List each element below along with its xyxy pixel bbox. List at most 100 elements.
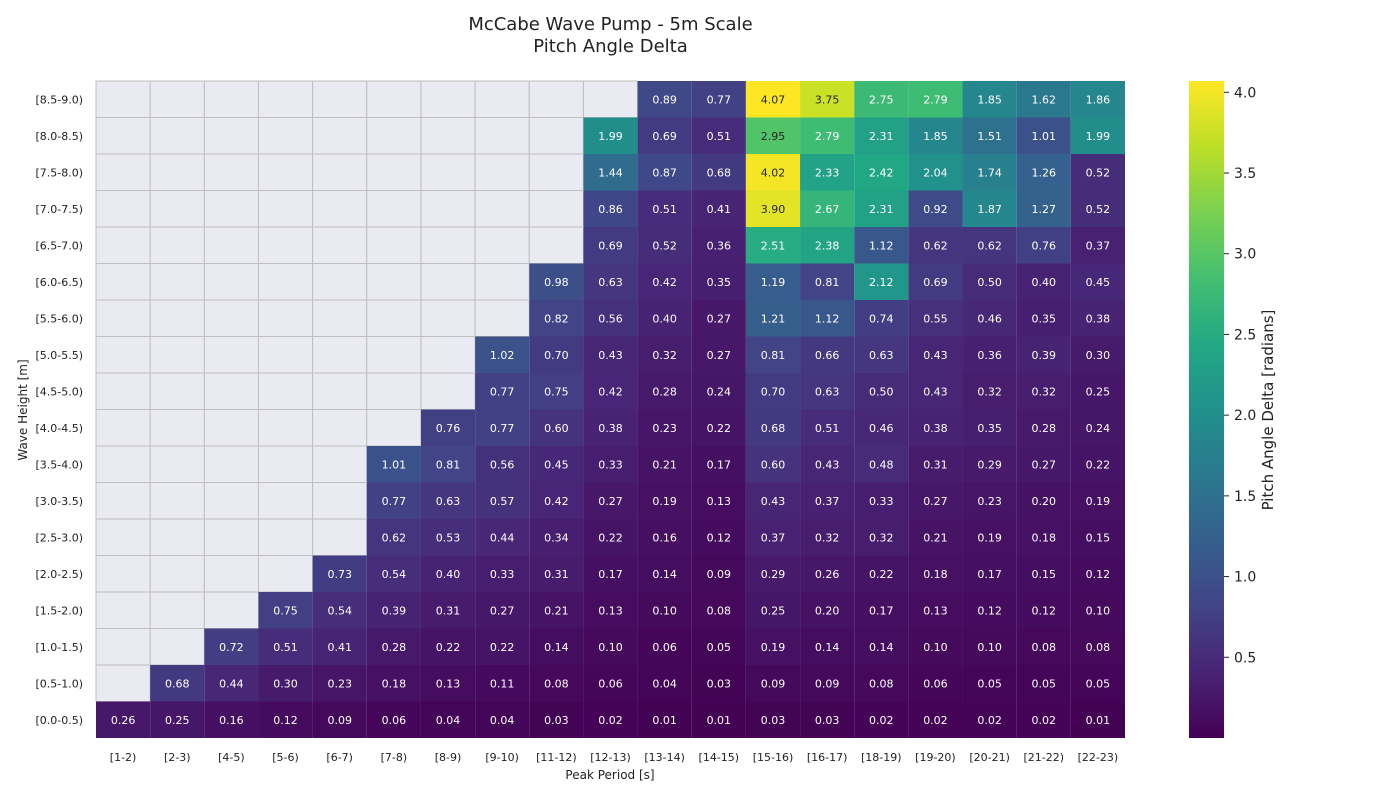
heatmap-cell <box>962 482 1017 519</box>
cell-value-label: 0.26 <box>111 714 136 727</box>
heatmap-cell <box>1016 665 1071 702</box>
cell-value-label: 0.14 <box>652 568 677 581</box>
cell-value-label: 0.05 <box>1086 677 1111 690</box>
heatmap-cell-empty <box>582 80 639 118</box>
cell-value-label: 0.63 <box>815 385 840 398</box>
cell-value-label: 2.79 <box>923 93 948 106</box>
heatmap-cell-empty <box>95 336 151 374</box>
heatmap-cell <box>1016 190 1071 227</box>
heatmap-cell <box>637 628 692 665</box>
heatmap-cell-empty <box>95 628 151 666</box>
heatmap-cell <box>854 373 909 410</box>
cell-value-label: 0.68 <box>165 677 190 690</box>
heatmap-cell-empty <box>95 117 151 155</box>
heatmap-cell-empty <box>312 336 368 374</box>
cell-value-label: 0.12 <box>977 604 1002 617</box>
heatmap-cell-empty <box>312 263 368 301</box>
cell-value-label: 0.23 <box>327 677 352 690</box>
cell-value-label: 0.45 <box>544 458 569 471</box>
heatmap-cell <box>691 409 746 446</box>
cell-value-label: 0.57 <box>490 495 515 508</box>
heatmap-cell <box>1070 482 1125 519</box>
heatmap-cell <box>529 665 584 702</box>
heatmap-cell <box>475 482 530 519</box>
heatmap-cell-empty <box>149 591 205 629</box>
cell-value-label: 0.43 <box>761 495 786 508</box>
cell-value-label: 2.42 <box>869 166 894 179</box>
cell-value-label: 0.40 <box>652 312 677 325</box>
heatmap-cell <box>800 592 855 629</box>
cell-value-label: 1.21 <box>761 312 786 325</box>
cell-value-label: 0.43 <box>598 349 623 362</box>
cell-value-label: 0.35 <box>1032 312 1057 325</box>
cell-value-label: 0.21 <box>923 531 948 544</box>
heatmap-cell-empty <box>149 263 205 301</box>
heatmap-cell <box>529 446 584 483</box>
cell-value-label: 0.46 <box>977 312 1002 325</box>
heatmap-cell <box>745 701 801 738</box>
cell-value-label: 0.81 <box>436 458 461 471</box>
cell-value-label: 0.62 <box>923 239 948 252</box>
cell-value-label: 1.27 <box>1032 203 1057 216</box>
heatmap-cell-empty <box>528 117 584 155</box>
cell-value-label: 0.30 <box>273 677 298 690</box>
cell-value-label: 0.02 <box>869 714 894 727</box>
heatmap-cell <box>800 446 855 483</box>
cell-value-label: 0.24 <box>707 385 732 398</box>
cell-value-label: 0.70 <box>761 385 786 398</box>
heatmap-cell <box>1016 446 1071 483</box>
heatmap-cell <box>1016 300 1071 337</box>
heatmap-cell-empty <box>149 80 205 118</box>
heatmap-cell <box>1016 117 1071 154</box>
x-tick-label: [21-22) <box>1023 751 1064 764</box>
cell-value-label: 0.44 <box>490 531 515 544</box>
cell-value-label: 0.32 <box>815 531 840 544</box>
cell-value-label: 1.12 <box>815 312 840 325</box>
cell-value-label: 0.76 <box>436 422 461 435</box>
cell-value-label: 0.14 <box>544 641 569 654</box>
heatmap-cell <box>800 154 855 191</box>
heatmap-cell <box>1070 300 1125 337</box>
x-axis-label: Peak Period [s] <box>565 768 654 782</box>
heatmap-cell <box>529 336 584 373</box>
heatmap-cell <box>908 373 963 410</box>
heatmap-cell <box>800 373 855 410</box>
heatmap-cell <box>962 227 1017 264</box>
cell-value-label: 0.06 <box>382 714 407 727</box>
cell-value-label: 1.86 <box>1086 93 1111 106</box>
heatmap-cell <box>800 628 855 665</box>
heatmap-cell <box>908 701 963 738</box>
heatmap-cell <box>962 628 1017 665</box>
heatmap-cell <box>1070 628 1125 665</box>
cell-value-label: 0.92 <box>923 203 948 216</box>
heatmap-cell <box>637 117 692 154</box>
x-tick-label: [4-5) <box>218 751 245 764</box>
cell-value-label: 0.37 <box>1086 239 1111 252</box>
cell-value-label: 2.79 <box>815 130 840 143</box>
heatmap-cell <box>745 190 801 227</box>
heatmap-cell <box>637 81 692 118</box>
heatmap-cell-empty <box>95 555 151 593</box>
cell-value-label: 0.46 <box>869 422 894 435</box>
heatmap-cell-empty <box>366 226 422 264</box>
heatmap-cell-empty <box>95 80 151 118</box>
cell-value-label: 0.63 <box>436 495 461 508</box>
heatmap-cell <box>475 373 530 410</box>
cell-value-label: 0.68 <box>707 166 732 179</box>
cell-value-label: 1.74 <box>977 166 1002 179</box>
cell-value-label: 2.31 <box>869 203 894 216</box>
heatmap-cell <box>366 592 421 629</box>
heatmap-cell <box>583 628 638 665</box>
heatmap-cell <box>854 446 909 483</box>
cell-value-label: 0.68 <box>761 422 786 435</box>
cell-value-label: 0.43 <box>923 385 948 398</box>
cell-value-label: 0.17 <box>869 604 894 617</box>
heatmap-cell <box>312 665 367 702</box>
colorbar-tick-label: 1.5 <box>1234 489 1256 505</box>
heatmap-cell <box>637 482 692 519</box>
cell-value-label: 0.10 <box>923 641 948 654</box>
cell-value-label: 1.62 <box>1032 93 1057 106</box>
cell-value-label: 0.27 <box>707 349 732 362</box>
cell-value-label: 0.31 <box>436 604 461 617</box>
heatmap-cell <box>691 446 746 483</box>
